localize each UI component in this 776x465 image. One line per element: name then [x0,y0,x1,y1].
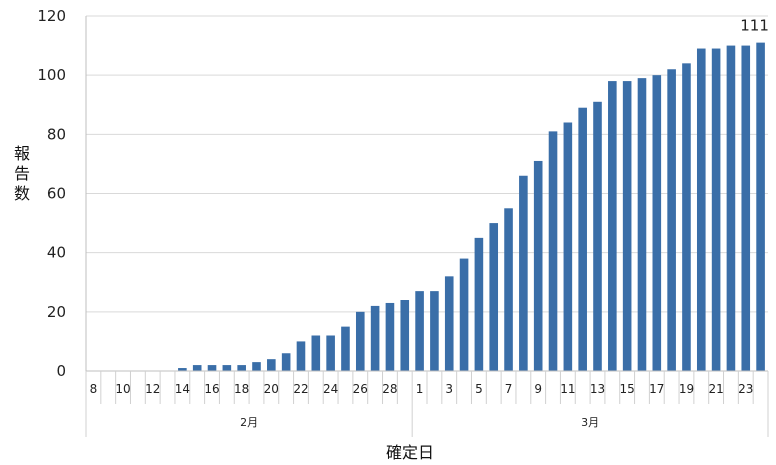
x-tick-label: 14 [175,382,190,396]
gridlines [86,15,768,313]
x-tick-label: 22 [293,382,308,396]
bar [756,42,765,371]
bar [622,81,632,371]
bar [548,131,558,371]
x-tick-label: 26 [353,382,368,396]
y-tick-label: 120 [37,7,66,25]
bar [415,291,424,371]
bar [504,208,513,371]
bar [608,81,617,371]
bar [400,300,410,371]
axes [85,16,769,437]
bar [489,223,499,371]
bar [533,160,543,371]
bar [222,365,232,371]
bar [355,311,365,371]
x-tick-label: 28 [382,382,397,396]
data-labels: 111 [740,17,769,35]
bar [563,122,573,371]
bar [341,326,350,371]
y-tick-labels: 0 20 40 60 80 100 120 [37,7,66,380]
bar [637,78,647,371]
x-tick-label: 1 [416,382,424,396]
x-tick-label: 20 [264,382,279,396]
bar [474,237,484,371]
x-tick-label: 17 [649,382,664,396]
y-tick-label: 60 [47,185,66,203]
x-tick-label: 11 [560,382,575,396]
y-tick-label: 0 [56,362,66,380]
x-tick-label: 19 [679,382,694,396]
bar [578,107,587,371]
x-tick-label: 5 [475,382,483,396]
bar [459,258,469,371]
bar [370,305,380,371]
y-axis-title: 報告数 [14,144,30,203]
bar [192,365,202,371]
x-tick-label: 3 [445,382,453,396]
bar [593,101,602,372]
x-tick-label: 9 [534,382,542,396]
x-axis-title: 確定日 [386,443,434,462]
y-tick-label: 20 [47,303,66,321]
bar-series [178,42,765,372]
x-tick-label: 21 [708,382,723,396]
bar [207,365,217,371]
x-tick-label: 12 [145,382,160,396]
bar [667,69,676,371]
bar [178,368,187,371]
bar [311,335,321,371]
bar [267,359,276,371]
x-tick-label: 7 [505,382,513,396]
bar [296,341,306,371]
x-tick-label: 23 [738,382,753,396]
bar [726,45,736,371]
y-tick-label: 40 [47,244,66,262]
x-tick-label: 24 [323,382,338,396]
bar [519,175,528,371]
bar [237,365,246,371]
bar [326,335,335,371]
x-tick-label: 16 [204,382,219,396]
bar [652,75,662,372]
bar [430,291,439,371]
x-tick-label: 18 [234,382,249,396]
bar [252,362,261,371]
month-labels: 2月 3月 [240,416,599,429]
data-label: 111 [740,17,769,35]
bar [696,48,706,372]
bar [281,353,291,371]
month-label: 3月 [581,416,599,429]
x-tick-label: 10 [115,382,130,396]
bar [682,63,691,371]
x-tick-label: 8 [90,382,98,396]
bar [444,276,454,371]
x-tick-labels: 8 10 12 14 16 18 20 22 24 26 28 1 3 5 7 9 11 13 15 17 19 21 23 [90,382,754,396]
y-tick-label: 80 [47,125,66,143]
y-tick-label: 100 [37,66,66,84]
x-tick-label: 13 [590,382,605,396]
bar [711,48,721,372]
x-tick-label: 15 [620,382,635,396]
bar [385,302,395,371]
bar [741,45,751,371]
month-label: 2月 [240,416,258,429]
